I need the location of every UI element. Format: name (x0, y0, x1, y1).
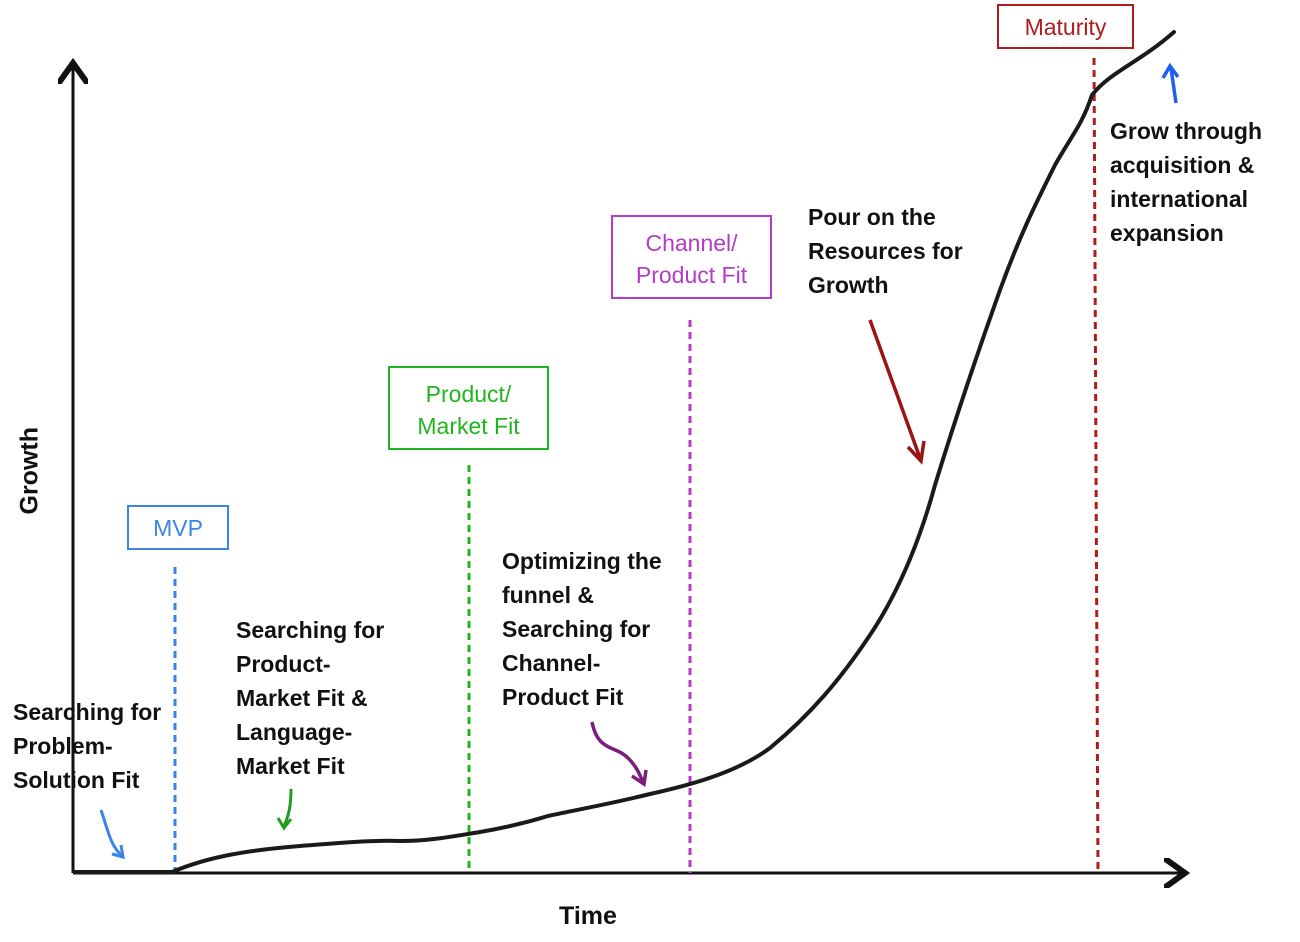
optimizing-funnel-annotation: Optimizing the funnel & Searching for Ch… (502, 544, 662, 714)
x-axis-label: Time (559, 902, 617, 930)
optimizing-funnel-arrow-icon (590, 721, 645, 783)
grow-acquisition-annotation: Grow through acquisition & international… (1110, 114, 1262, 250)
product-market-fit-label-line-1: Product/ (425, 381, 512, 407)
product-market-arrowhead-icon (276, 817, 293, 831)
annotation-line: Product- (236, 651, 331, 677)
pour-resources-arrowhead-icon (906, 440, 926, 465)
maturity-label: Maturity (1024, 14, 1107, 40)
mvp-label: MVP (153, 515, 203, 541)
annotation-line: Searching for (502, 616, 651, 642)
annotation-line: Language- (236, 719, 353, 745)
annotation-line: Market Fit & (236, 685, 368, 711)
product-market-language-annotation: Searching for Product- Market Fit & Lang… (236, 613, 384, 783)
annotation-line: Problem- (13, 733, 113, 759)
annotation-line: expansion (1110, 220, 1224, 246)
annotation-line: Searching for (236, 617, 385, 643)
annotation-line: Product Fit (502, 684, 624, 710)
annotation-line: Grow through (1110, 118, 1263, 144)
annotation-line: Growth (808, 272, 889, 298)
grow-acquisition-arrowhead-icon (1161, 62, 1180, 79)
annotation-line: international (1110, 186, 1249, 212)
annotation-line: Pour on the (808, 204, 936, 230)
annotation-line: Market Fit (236, 753, 345, 779)
mvp-milestone-box: MVP (127, 505, 229, 550)
annotation-line: Optimizing the (502, 548, 662, 574)
annotation-line: Resources for (808, 238, 963, 264)
annotation-line: Channel- (502, 650, 601, 676)
y-axis-label: Growth (15, 427, 44, 515)
annotation-line: funnel & (502, 582, 594, 608)
pour-resources-arrow-icon (868, 319, 922, 459)
annotation-line: acquisition & (1110, 152, 1255, 178)
product-market-fit-label-line-2: Market Fit (417, 413, 520, 439)
problem-solution-arrow-icon (99, 809, 124, 858)
growth-curve (73, 30, 1176, 874)
product-market-fit-milestone-box: Product/ Market Fit (388, 366, 549, 450)
problem-solution-arrowhead-icon (111, 844, 125, 860)
channel-product-fit-label-line-2: Product Fit (635, 262, 748, 288)
maturity-milestone-box: Maturity (997, 4, 1134, 49)
problem-solution-annotation: Searching for Problem- Solution Fit (13, 695, 161, 797)
product-market-arrow-icon (282, 788, 293, 827)
annotation-line: Searching for (13, 699, 162, 725)
annotation-line: Solution Fit (13, 767, 140, 793)
pour-resources-annotation: Pour on the Resources for Growth (808, 200, 963, 302)
optimizing-funnel-arrowhead-icon (631, 769, 648, 787)
maturity-milestone-line (1092, 57, 1100, 874)
channel-product-fit-milestone-box: Channel/ Product Fit (611, 215, 772, 299)
grow-acquisition-arrow-icon (1169, 67, 1178, 104)
channel-product-fit-label-line-1: Channel/ (645, 230, 738, 256)
